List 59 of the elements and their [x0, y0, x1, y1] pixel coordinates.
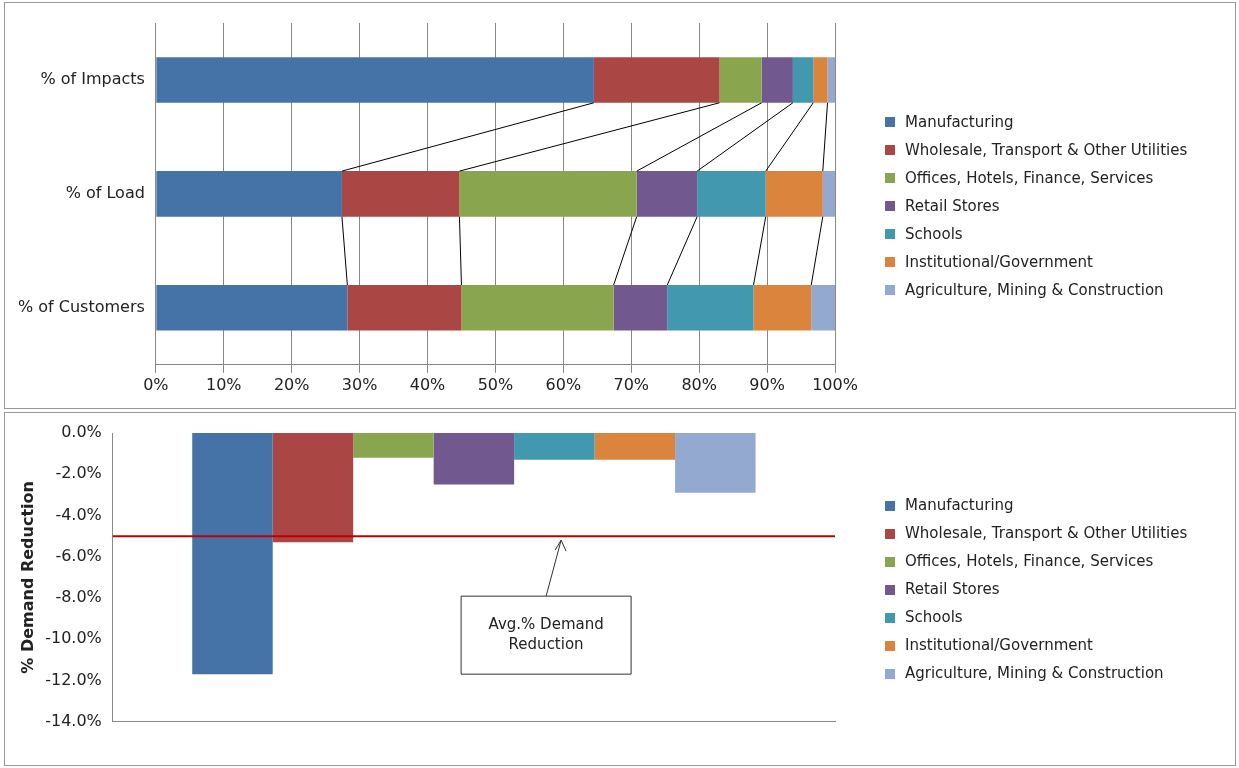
y-tick-label: -2.0%: [55, 463, 102, 483]
x-tick-label: 40%: [409, 374, 446, 394]
legend-label: Schools: [905, 608, 963, 626]
bar: [667, 285, 754, 331]
legend-label: Agriculture, Mining & Construction: [905, 280, 1164, 299]
bar: [461, 285, 614, 331]
legend-label: Institutional/Government: [905, 636, 1093, 654]
bar: [613, 285, 668, 331]
legend-label: Institutional/Government: [905, 252, 1093, 271]
x-tick-label: 80%: [681, 374, 717, 394]
y-tick-label: % of Impacts: [40, 69, 145, 89]
y-tick-label: % of Load: [65, 183, 145, 203]
bar: [636, 171, 698, 217]
y-tick-label: -6.0%: [55, 545, 102, 565]
y-tick-label: -10.0%: [45, 628, 102, 648]
y-tick-label: -4.0%: [55, 504, 102, 524]
legend-label: Retail Stores: [905, 196, 1000, 215]
legend-label: Agriculture, Mining & Construction: [905, 664, 1164, 682]
bar: [347, 285, 462, 331]
bar: [761, 57, 793, 103]
legend-label: Offices, Hotels, Finance, Services: [905, 168, 1154, 187]
legend-label: Retail Stores: [905, 580, 1000, 598]
bar: [156, 171, 342, 217]
x-tick-label: 100%: [812, 374, 858, 394]
x-tick-label: 60%: [545, 374, 582, 394]
bar: [719, 57, 762, 103]
legend-label: Wholesale, Transport & Other Utilities: [905, 524, 1188, 542]
bar: [156, 57, 594, 103]
bar: [753, 285, 812, 331]
x-tick-label: 70%: [613, 374, 650, 394]
y-tick-label: -12.0%: [45, 669, 102, 689]
bar: [827, 57, 835, 103]
x-tick-label: 50%: [477, 374, 514, 394]
ref-line-label: Avg.% Demand Reduction: [488, 615, 604, 654]
bar: [792, 57, 814, 103]
y-tick-label: -14.0%: [45, 710, 102, 730]
bar: [459, 171, 637, 217]
x-tick-label: 90%: [749, 374, 785, 394]
bar: [697, 171, 766, 217]
x-tick-label: 30%: [341, 374, 378, 394]
legend-label: Manufacturing: [905, 112, 1014, 131]
x-tick-label: 20%: [273, 374, 310, 394]
y-tick-label: 0.0%: [61, 422, 102, 442]
bar: [813, 57, 828, 103]
bar: [593, 57, 720, 103]
x-tick-label: 10%: [205, 374, 242, 394]
y-tick-label: % of Customers: [17, 296, 145, 316]
bar: [156, 285, 348, 331]
legend-label: Wholesale, Transport & Other Utilities: [905, 140, 1188, 159]
bar: [822, 171, 835, 217]
bar: [765, 171, 823, 217]
legend-label: Manufacturing: [905, 496, 1014, 514]
bar: [341, 171, 460, 217]
y-tick-label: -8.0%: [55, 587, 102, 607]
y-axis-title: % Demand Reduction: [17, 481, 37, 674]
legend-label: Schools: [905, 224, 963, 243]
x-tick-label: 0%: [143, 374, 169, 394]
bar: [811, 285, 835, 331]
legend-label: Offices, Hotels, Finance, Services: [905, 552, 1154, 570]
